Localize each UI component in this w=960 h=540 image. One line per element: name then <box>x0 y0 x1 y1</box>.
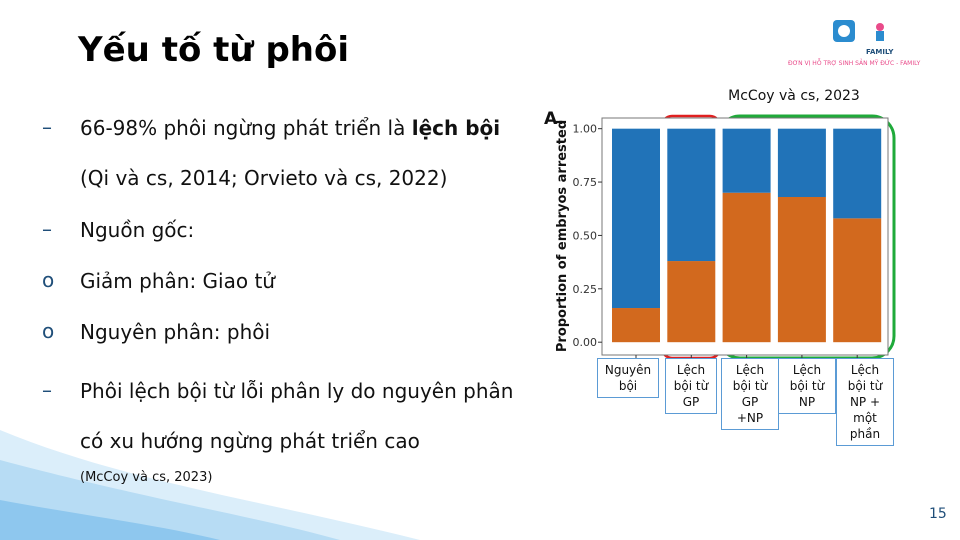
bar-segment <box>833 218 882 343</box>
category-label: Nguyên bội <box>597 358 659 398</box>
bar-segment <box>777 128 826 197</box>
bar-segment <box>667 261 716 343</box>
y-tick-label: 0.75 <box>573 176 598 189</box>
panel-label: A. <box>544 109 564 129</box>
bar-segment <box>612 308 660 343</box>
bullet-text: Phôi lệch bội từ lỗi phân ly do nguyên p… <box>80 379 514 453</box>
category-label: Lệch bội từ GP <box>665 358 717 414</box>
bar-segment <box>612 128 660 309</box>
bullet-text: lệch bội <box>411 116 501 140</box>
category-label: Lệch bội từ GP +NP <box>721 358 779 430</box>
bullet-text: Giảm phân: Giao tử <box>80 269 275 293</box>
bullet-marker: o <box>42 319 55 343</box>
chart-annotation: McCoy và cs, 2023 <box>728 88 860 104</box>
bullet-text: Nguyên phân: phôi <box>80 320 271 344</box>
bullet: Nguyên phân: phôi <box>80 307 520 357</box>
bar-segment <box>667 128 716 262</box>
bullet-marker: – <box>42 378 52 402</box>
logo-caption: ĐƠN VỊ HỖ TRỢ SINH SẢN MỸ ĐỨC - FAMILY <box>788 60 921 67</box>
bullet-text: 66-98% phôi ngừng phát triển là <box>80 116 412 140</box>
category-label: Lệch bội từ NP <box>778 358 836 414</box>
slide-title: Yếu tố từ phôi <box>78 30 350 70</box>
bar-segment <box>777 197 826 343</box>
bar-segment <box>722 128 771 193</box>
y-axis-title: Proportion of embryos arrested <box>555 120 570 352</box>
category-label: Lệch bội từ NP + một phần <box>836 358 894 446</box>
bullet: Phôi lệch bội từ lỗi phân ly do nguyên p… <box>80 366 520 466</box>
bullet-marker: – <box>42 217 52 241</box>
bullet: Nguồn gốc: <box>80 205 520 255</box>
bar-segment <box>722 192 771 343</box>
page-number: 15 <box>929 506 947 522</box>
bullet: Giảm phân: Giao tử <box>80 256 520 306</box>
bullet-text: (Qi và cs, 2014; Orvieto và cs, 2022) <box>80 166 448 190</box>
bar-segment <box>833 128 882 219</box>
y-tick-label: 0.50 <box>573 229 598 242</box>
logo-word: FAMILY <box>866 48 894 56</box>
bullet-marker: – <box>42 115 52 139</box>
bullet-text: Nguồn gốc: <box>80 218 195 242</box>
citation: (McCoy và cs, 2023) <box>80 470 213 485</box>
y-tick-label: 1.00 <box>573 123 598 136</box>
bullet: 66-98% phôi ngừng phát triển là lệch bội… <box>80 103 520 203</box>
y-tick-label: 0.00 <box>573 336 598 349</box>
bullet-marker: o <box>42 268 55 292</box>
y-tick-label: 0.25 <box>573 283 598 296</box>
